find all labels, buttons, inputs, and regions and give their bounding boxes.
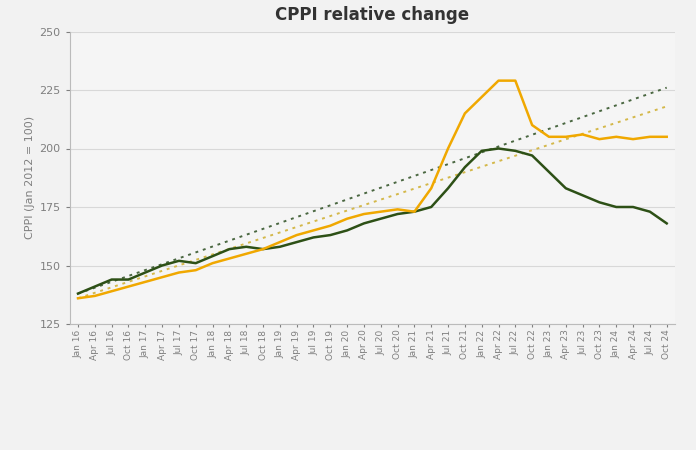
Y-axis label: CPPI (Jan 2012 = 100): CPPI (Jan 2012 = 100) bbox=[25, 116, 35, 239]
Legend: Major Mkt, Trend Major, Other Mkt, Trend Other: Major Mkt, Trend Major, Other Mkt, Trend… bbox=[160, 446, 585, 450]
Title: CPPI relative change: CPPI relative change bbox=[276, 6, 469, 24]
